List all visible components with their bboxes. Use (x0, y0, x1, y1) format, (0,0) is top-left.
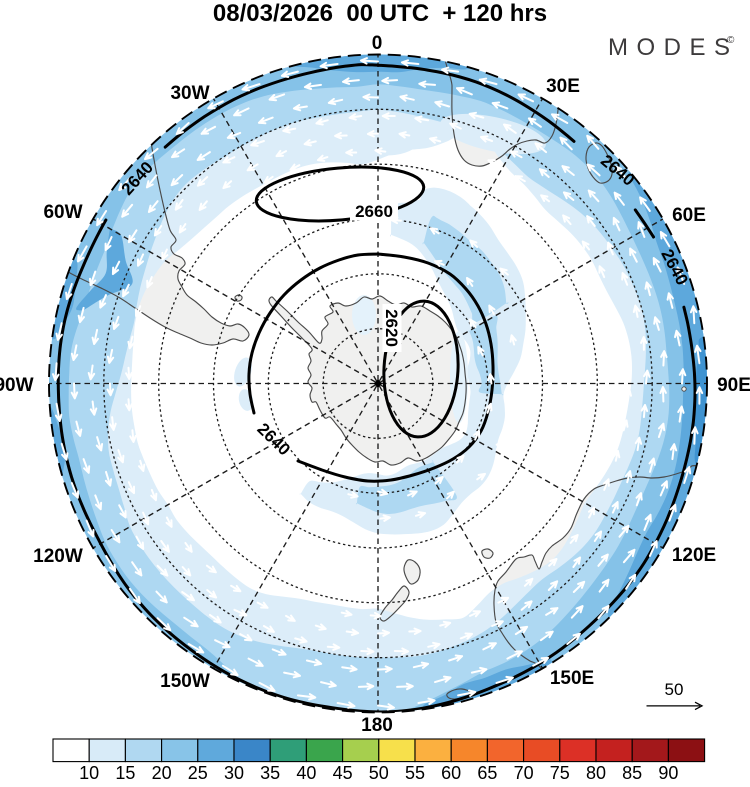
svg-text:15: 15 (115, 763, 135, 782)
svg-text:150W: 150W (160, 671, 210, 692)
svg-text:60E: 60E (672, 205, 706, 226)
svg-text:2620: 2620 (382, 309, 401, 347)
svg-text:120E: 120E (672, 545, 716, 566)
svg-text:40: 40 (296, 763, 316, 782)
svg-text:90W: 90W (0, 375, 34, 396)
svg-text:120W: 120W (33, 546, 83, 567)
svg-text:60: 60 (441, 763, 461, 782)
svg-text:80: 80 (586, 763, 606, 782)
svg-text:2660: 2660 (355, 202, 393, 221)
svg-text:85: 85 (622, 763, 642, 782)
svg-text:55: 55 (405, 763, 425, 782)
svg-text:50: 50 (665, 680, 684, 699)
svg-text:75: 75 (550, 763, 570, 782)
svg-text:30E: 30E (546, 76, 580, 97)
svg-text:50: 50 (369, 763, 389, 782)
svg-text:70: 70 (514, 763, 534, 782)
svg-text:30W: 30W (170, 83, 209, 104)
svg-text:150E: 150E (550, 668, 594, 689)
svg-text:90: 90 (658, 763, 678, 782)
svg-text:45: 45 (333, 763, 353, 782)
svg-text:30: 30 (224, 763, 244, 782)
svg-text:65: 65 (477, 763, 497, 782)
svg-text:60W: 60W (43, 202, 82, 223)
svg-text:MODES: MODES (608, 34, 739, 61)
svg-text:25: 25 (188, 763, 208, 782)
svg-text:08/03/2026 00 UTC + 120 hrs: 08/03/2026 00 UTC + 120 hrs (213, 0, 547, 27)
svg-text:35: 35 (260, 763, 280, 782)
svg-text:0: 0 (372, 33, 383, 54)
svg-text:90E: 90E (717, 375, 750, 396)
svg-text:20: 20 (152, 763, 172, 782)
svg-text:10: 10 (79, 763, 99, 782)
svg-text:180: 180 (361, 715, 393, 736)
svg-text:©: © (727, 35, 735, 46)
